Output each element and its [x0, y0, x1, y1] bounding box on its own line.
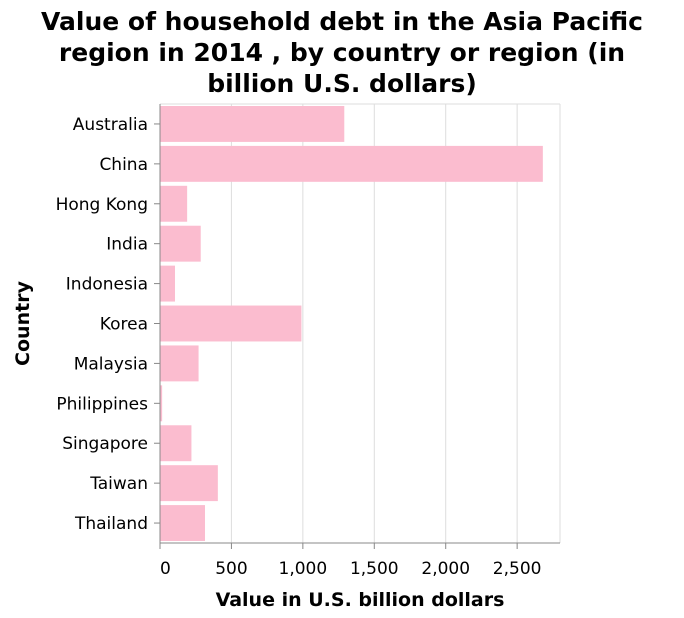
bar-china — [160, 145, 543, 182]
bar-india — [160, 225, 201, 262]
x-tick-label: 2,000 — [421, 559, 470, 579]
chart-title-line: region in 2014 , by country or region (i… — [59, 38, 625, 67]
y-tick-label: India — [106, 235, 148, 255]
bar-indonesia — [160, 265, 175, 302]
y-tick-label: Taiwan — [89, 474, 148, 494]
chart-title-line: Value of household debt in the Asia Paci… — [41, 7, 643, 36]
bar-taiwan — [160, 465, 218, 502]
bars — [160, 105, 543, 542]
bar-korea — [160, 305, 302, 342]
chart-title: Value of household debt in the Asia Paci… — [41, 7, 643, 98]
y-tick-label: Singapore — [62, 434, 148, 454]
bar-malaysia — [160, 345, 199, 382]
bar-thailand — [160, 505, 205, 542]
bar-philippines — [160, 385, 163, 422]
bar-singapore — [160, 425, 192, 462]
y-tick-label: Philippines — [56, 394, 148, 414]
chart-title-line: billion U.S. dollars) — [207, 69, 477, 98]
y-tick-label: China — [99, 155, 148, 175]
x-tick-label: 1,500 — [350, 559, 399, 579]
bar-hong-kong — [160, 185, 188, 222]
y-tick-label: Korea — [100, 315, 148, 335]
x-tick-label: 0 — [160, 559, 171, 579]
x-axis-title: Value in U.S. billion dollars — [216, 589, 505, 611]
bar-australia — [160, 105, 345, 142]
x-axis-ticks: 0 500 1,000 1,500 2,000 2,500 — [159, 543, 542, 579]
y-tick-label: Malaysia — [74, 354, 148, 374]
y-tick-label: Indonesia — [66, 275, 148, 295]
x-tick-label: 1,000 — [279, 559, 328, 579]
y-axis-title: Country — [12, 280, 34, 366]
y-tick-label: Thailand — [74, 514, 148, 534]
y-axis-ticks: Australia China Hong Kong India Indonesia Kor… — [56, 115, 160, 534]
x-tick-label: 2,500 — [493, 559, 542, 579]
x-tick-label: 500 — [215, 559, 247, 579]
y-tick-label: Hong Kong — [56, 195, 148, 215]
y-tick-label: Australia — [73, 115, 148, 135]
